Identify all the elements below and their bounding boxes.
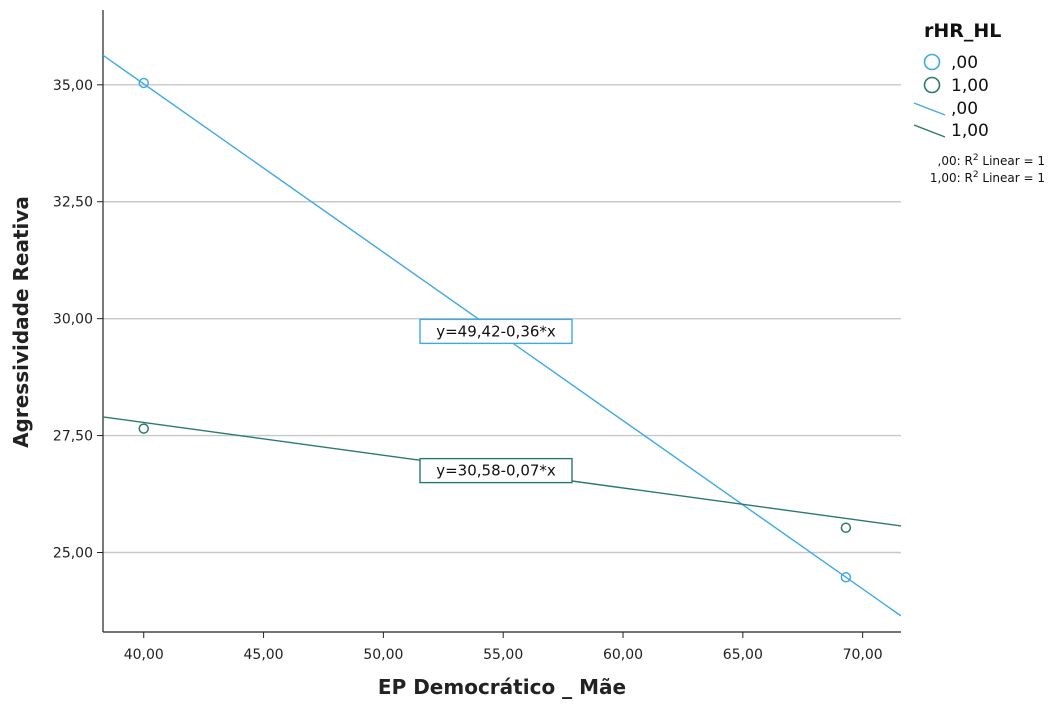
equation-box [419,318,573,345]
legend-line [913,102,946,116]
x-tick-label: 50,00 [363,647,403,663]
fit-equation-label: y=30,58-0,07*x [419,457,573,484]
x-axis-title: EP Democrático _ Mãe [378,675,626,699]
data-point [138,77,149,89]
axes: 25,00 27,50 30,00 32,50 35,00 40,00 45,00 50,00… [53,10,901,663]
legend-line-label: ,00 [951,99,978,119]
x-tick-label: 60,00 [603,647,643,663]
x-tick-label: 65,00 [723,647,763,663]
x-tick-label: 45,00 [244,647,284,663]
equation-box [419,457,573,484]
legend-marker [923,53,941,71]
y-tick-label: 35,00 [53,78,93,94]
legend-line-label: 1,00 [951,121,989,141]
data-point [138,423,149,434]
legend-title: rHR_HL [924,20,1001,42]
x-tick-label: 40,00 [124,647,164,663]
legend-line [913,124,946,138]
y-tick-label: 27,50 [53,429,93,445]
y-tick-label: 25,00 [53,545,93,561]
legend-marker [923,76,941,94]
data-point [840,522,852,533]
equation-text: y=30,58-0,07*x [436,462,556,480]
legend: rHR_HL ,001,00,001,00,00: R2 Linear = 11… [913,20,1045,185]
x-tick-label: 70,00 [843,647,883,663]
fit-equation-label: y=49,42-0,36*x [419,318,573,345]
legend-marker-label: ,00 [951,53,978,73]
legend-marker-label: 1,00 [951,76,989,96]
y-axis-title: Agressividade Reativa [9,196,33,448]
y-tick-label: 30,00 [53,312,93,328]
x-tick-label: 55,00 [483,647,523,663]
y-tick-label: 32,50 [53,195,93,211]
equation-text: y=49,42-0,36*x [436,322,556,340]
legend-r2-note: ,00: R2 Linear = 1 [938,153,1045,168]
legend-r2-note: 1,00: R2 Linear = 1 [930,170,1045,185]
fit-labels: y=49,42-0,36*x y=30,58-0,07*x [419,318,573,484]
data-point [840,572,852,583]
